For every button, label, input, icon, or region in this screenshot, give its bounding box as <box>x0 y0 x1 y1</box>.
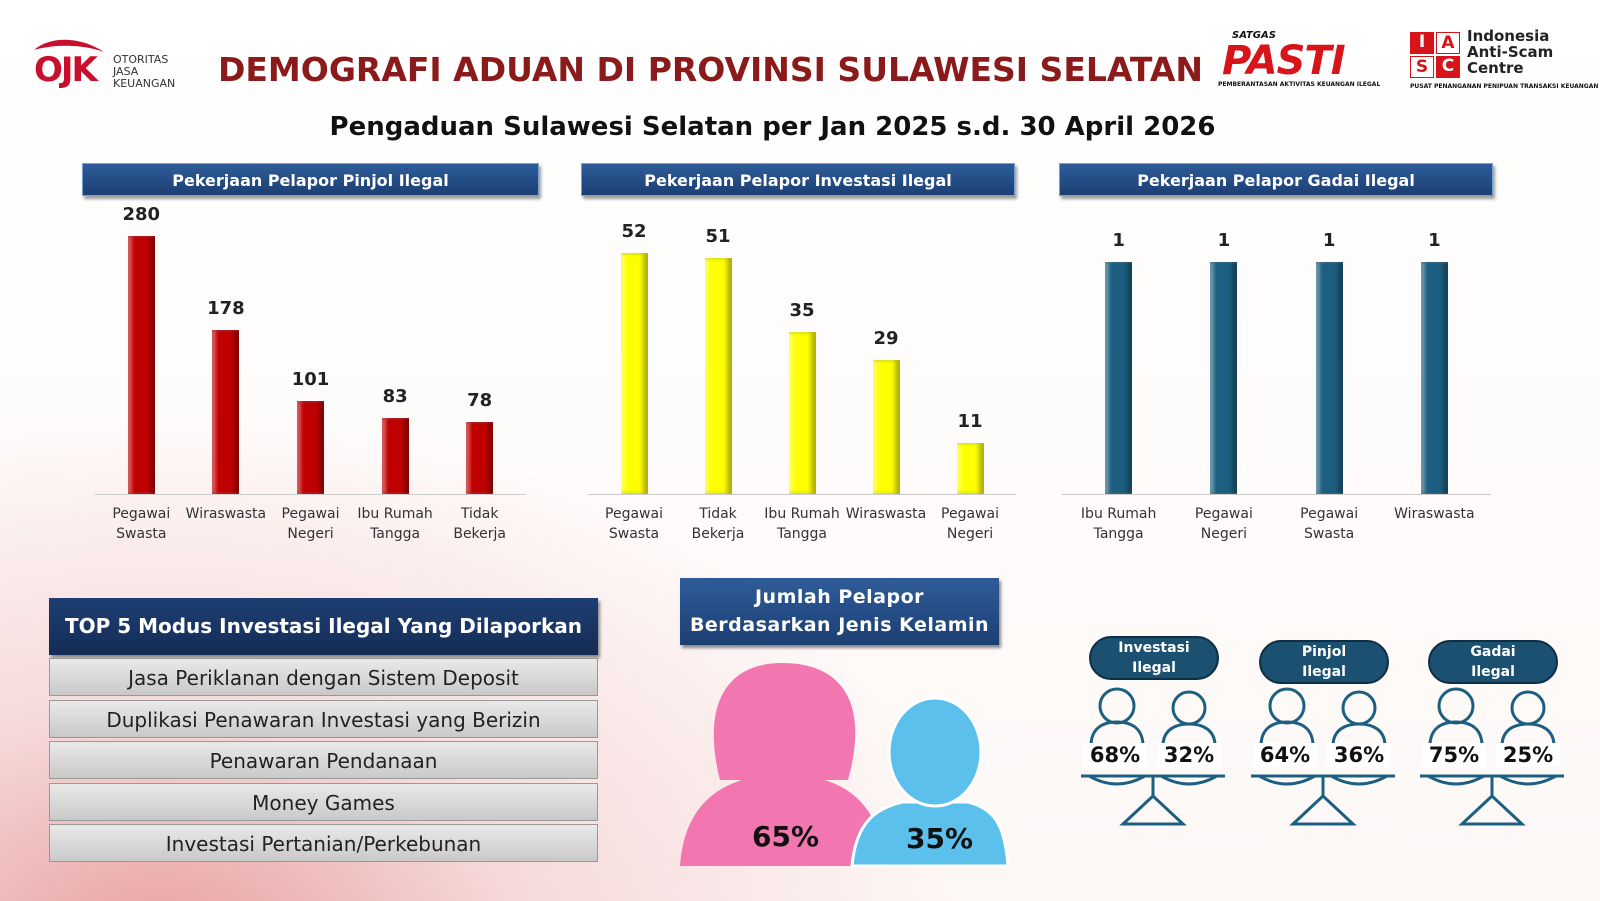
scale-icon <box>1251 687 1395 826</box>
bar <box>127 236 155 494</box>
x-tick-label: Pegawai Swasta <box>112 506 171 542</box>
value-label: 52 <box>621 221 647 242</box>
value-label: 35 <box>789 299 815 321</box>
chart-title: Pekerjaan Pelapor Pinjol Ilegal <box>82 163 539 196</box>
iasc-letter: C <box>1436 56 1460 78</box>
female-pct: 75% <box>1422 743 1486 767</box>
bar <box>466 422 494 494</box>
bar <box>704 257 732 494</box>
subtitle: Pengaduan Sulawesi Selatan per Jan 2025 … <box>329 112 1216 142</box>
x-tick-label: Pegawai Swasta <box>1300 506 1359 542</box>
axis-line <box>1062 494 1491 495</box>
bar <box>212 329 240 494</box>
bar <box>1315 262 1343 494</box>
female-pct: 64% <box>1253 743 1317 767</box>
axis-line <box>95 494 526 495</box>
value-label: 1 <box>1428 230 1441 251</box>
scale-icon <box>1420 687 1564 826</box>
modus-item: Investasi Pertanian/Perkebunan <box>49 824 598 862</box>
iasc-bottom: PUSAT PENANGANAN PENIPUAN TRANSAKSI KEUA… <box>1410 83 1599 90</box>
x-tick-label: Tidak Bekerja <box>691 506 745 542</box>
axis-line <box>588 494 1016 495</box>
bar <box>620 253 648 494</box>
iasc-letter: A <box>1436 32 1460 54</box>
male-pct: 36% <box>1327 743 1391 767</box>
iasc-line: Indonesia <box>1467 27 1550 45</box>
x-tick-label: Tidak Bekerja <box>453 506 507 542</box>
value-label: 1 <box>1322 230 1336 251</box>
iasc-letter: I <box>1410 32 1434 54</box>
iasc-line: Anti-Scam <box>1467 43 1554 61</box>
iasc-letter: S <box>1410 56 1434 78</box>
value-label: 1 <box>1112 230 1125 251</box>
title: DEMOGRAFI ADUAN DI PROVINSI SULAWESI SEL… <box>218 50 1203 89</box>
gender-title-line: Jumlah Pelapor <box>754 586 925 608</box>
x-tick-label: Wiraswasta <box>1394 506 1475 522</box>
gender-figures <box>680 663 1010 868</box>
x-tick-label: Wiraswasta <box>185 506 267 522</box>
male-pct: 25% <box>1496 743 1560 767</box>
value-label: 101 <box>291 368 330 390</box>
x-tick-label: Ibu Rumah Tangga <box>764 506 840 542</box>
iasc-grid: I A S C <box>1410 32 1460 78</box>
category-pill: Gadai Ilegal <box>1428 640 1558 684</box>
female-pct: 65% <box>752 820 820 853</box>
bar <box>297 400 324 494</box>
male-pct: 35% <box>906 822 974 855</box>
x-tick-label: Pegawai Negeri <box>1194 506 1253 542</box>
x-tick-label: Ibu Rumah Tangga <box>1080 506 1157 542</box>
chart-title: Pekerjaan Pelapor Gadai Ilegal <box>1059 163 1493 196</box>
modus-item: Duplikasi Penawaran Investasi yang Beriz… <box>49 700 598 738</box>
gender-title-line: Berdasarkan Jenis Kelamin <box>689 614 990 636</box>
bar <box>872 359 900 494</box>
value-label: 83 <box>382 385 408 407</box>
category-pill: Pinjol Ilegal <box>1259 640 1389 684</box>
ojk-text: OTORITAS JASA KEUANGAN <box>113 54 175 90</box>
value-label: 280 <box>122 204 161 225</box>
chart-title: Pekerjaan Pelapor Investasi Ilegal <box>581 163 1015 196</box>
male-pct: 32% <box>1157 743 1221 767</box>
modus-item: Jasa Periklanan dengan Sistem Deposit <box>49 658 598 696</box>
pasti-top: SATGAS <box>1232 30 1276 41</box>
ojk-emblem <box>34 39 104 52</box>
modus-title: TOP 5 Modus Investasi Ilegal Yang Dilapo… <box>49 598 598 655</box>
scale-icon <box>1081 687 1225 826</box>
value-label: 11 <box>957 411 983 433</box>
ojk-mark: OJK <box>34 50 98 90</box>
value-label: 1 <box>1217 230 1231 251</box>
pasti-mark: PASTI <box>1222 38 1346 84</box>
value-label: 178 <box>207 297 245 319</box>
ojk-line: OTORITAS <box>113 53 169 66</box>
bar <box>788 331 816 494</box>
category-pill: Investasi Ilegal <box>1089 636 1219 680</box>
bar <box>956 443 984 494</box>
x-tick-label: Wiraswasta <box>845 506 927 522</box>
ojk-line: JASA <box>113 65 139 78</box>
iasc-line: Centre <box>1467 59 1524 77</box>
value-label: 51 <box>705 225 731 247</box>
bar <box>1420 262 1448 494</box>
bar <box>1210 262 1238 494</box>
value-label: 29 <box>873 327 899 349</box>
x-tick-label: Pegawai Swasta <box>605 506 663 542</box>
modus-item: Penawaran Pendanaan <box>49 741 598 779</box>
bar <box>1105 262 1133 494</box>
bar <box>381 417 409 494</box>
x-tick-label: Ibu Rumah Tangga <box>357 506 433 542</box>
modus-item: Money Games <box>49 783 598 821</box>
gender-title: Jumlah Pelapor Berdasarkan Jenis Kelamin <box>680 578 999 645</box>
value-label: 78 <box>467 390 493 412</box>
ojk-line: KEUANGAN <box>113 77 176 90</box>
x-tick-label: Pegawai Negeri <box>941 506 999 542</box>
female-pct: 68% <box>1083 743 1147 767</box>
iasc-text: Indonesia Anti-Scam Centre <box>1467 28 1553 76</box>
pasti-bottom: PEMBERANTASAN AKTIVITAS KEUANGAN ILEGAL <box>1218 81 1381 88</box>
x-tick-label: Pegawai Negeri <box>281 506 340 542</box>
